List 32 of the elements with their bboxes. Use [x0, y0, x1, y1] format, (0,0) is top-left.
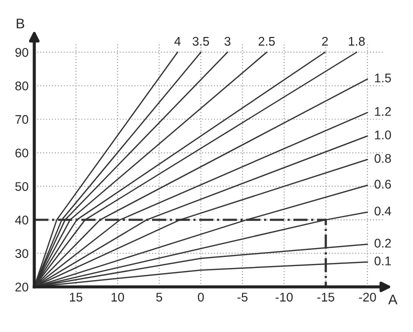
x-tick-label: 10	[112, 292, 124, 302]
series-label: 0.1	[374, 256, 391, 266]
series-label: 3.5	[192, 36, 210, 46]
series-label: 0.4	[374, 206, 392, 216]
x-tick-label: -5	[238, 292, 248, 302]
x-tick-label: 5	[156, 292, 162, 302]
series-label: 2	[322, 36, 328, 46]
series-label: 0.6	[374, 180, 391, 189]
series-label: 1.8	[348, 36, 365, 46]
series-label: 1.0	[375, 130, 391, 140]
x-axis-title: A	[388, 294, 398, 304]
series-label: 2.5	[258, 36, 275, 46]
x-tick-label: -10	[276, 292, 293, 302]
series-label: 1.5	[375, 74, 391, 82]
x-tick-label: -15	[317, 292, 334, 302]
y-tick-label: 90	[15, 48, 28, 57]
series-label: 1.2	[375, 107, 391, 116]
y-tick-label: 40	[15, 216, 28, 224]
x-tick-label: 0	[198, 292, 204, 302]
y-tick-label: 30	[15, 249, 28, 258]
series-label: 4	[174, 37, 181, 46]
series-label: 0.8	[374, 154, 391, 163]
y-tick-label: 20	[15, 282, 28, 292]
y-tick-label: 50	[15, 182, 28, 191]
y-tick-label: 70	[15, 115, 28, 124]
series-label: 0.2	[374, 238, 391, 248]
y-tick-label: 80	[15, 82, 28, 90]
y-tick-label: 60	[15, 148, 28, 158]
x-tick-label: -20	[358, 292, 376, 302]
x-tick-label: 15	[70, 292, 82, 302]
series-label: 3	[224, 36, 230, 46]
y-axis-title: B	[16, 18, 24, 28]
